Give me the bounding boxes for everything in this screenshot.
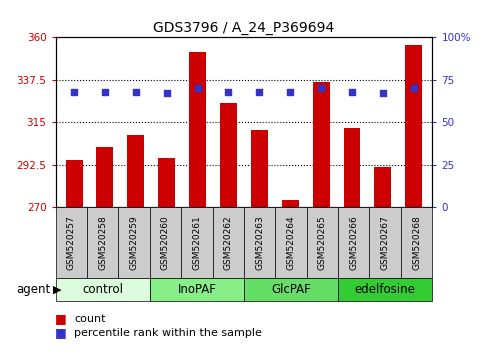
Bar (405, 45, 422, 207)
Bar (158, 158, 175, 207)
Text: agent: agent (16, 283, 51, 296)
Text: GSM520259: GSM520259 (129, 215, 139, 270)
Text: GSM520261: GSM520261 (192, 215, 201, 270)
Point (286, 89, 294, 95)
Text: count: count (74, 314, 105, 324)
Point (70, 89, 78, 95)
Point (410, 85, 418, 91)
Text: GSM520258: GSM520258 (98, 215, 107, 270)
Text: GSM520265: GSM520265 (318, 215, 327, 270)
Text: edelfosine: edelfosine (355, 283, 416, 296)
Bar (282, 200, 298, 207)
Point (163, 90, 170, 96)
Bar (97, 147, 114, 207)
Bar (220, 103, 237, 207)
Point (194, 85, 201, 91)
Bar (251, 130, 268, 207)
Text: InoPAF: InoPAF (177, 283, 216, 296)
Point (348, 89, 356, 95)
Text: GSM520262: GSM520262 (224, 215, 233, 270)
Point (225, 89, 232, 95)
Point (379, 90, 387, 96)
Bar (189, 52, 206, 207)
Text: GSM520257: GSM520257 (67, 215, 76, 270)
Title: GDS3796 / A_24_P369694: GDS3796 / A_24_P369694 (153, 21, 335, 35)
Point (101, 89, 109, 95)
Bar (313, 82, 329, 207)
Text: GSM520263: GSM520263 (255, 215, 264, 270)
Text: GlcPAF: GlcPAF (271, 283, 311, 296)
Point (132, 89, 140, 95)
Text: control: control (82, 283, 123, 296)
Bar (66, 160, 83, 207)
Text: ▶: ▶ (53, 284, 61, 295)
Text: ■: ■ (55, 326, 66, 339)
Text: GSM520266: GSM520266 (349, 215, 358, 270)
Bar (343, 128, 360, 207)
Point (256, 89, 263, 95)
Text: GSM520268: GSM520268 (412, 215, 421, 270)
Point (317, 85, 325, 91)
Text: GSM520260: GSM520260 (161, 215, 170, 270)
Text: ■: ■ (55, 312, 66, 325)
Text: GSM520264: GSM520264 (286, 215, 296, 270)
Text: GSM520267: GSM520267 (381, 215, 390, 270)
Bar (374, 167, 391, 207)
Bar (128, 135, 144, 207)
Text: percentile rank within the sample: percentile rank within the sample (74, 328, 262, 338)
